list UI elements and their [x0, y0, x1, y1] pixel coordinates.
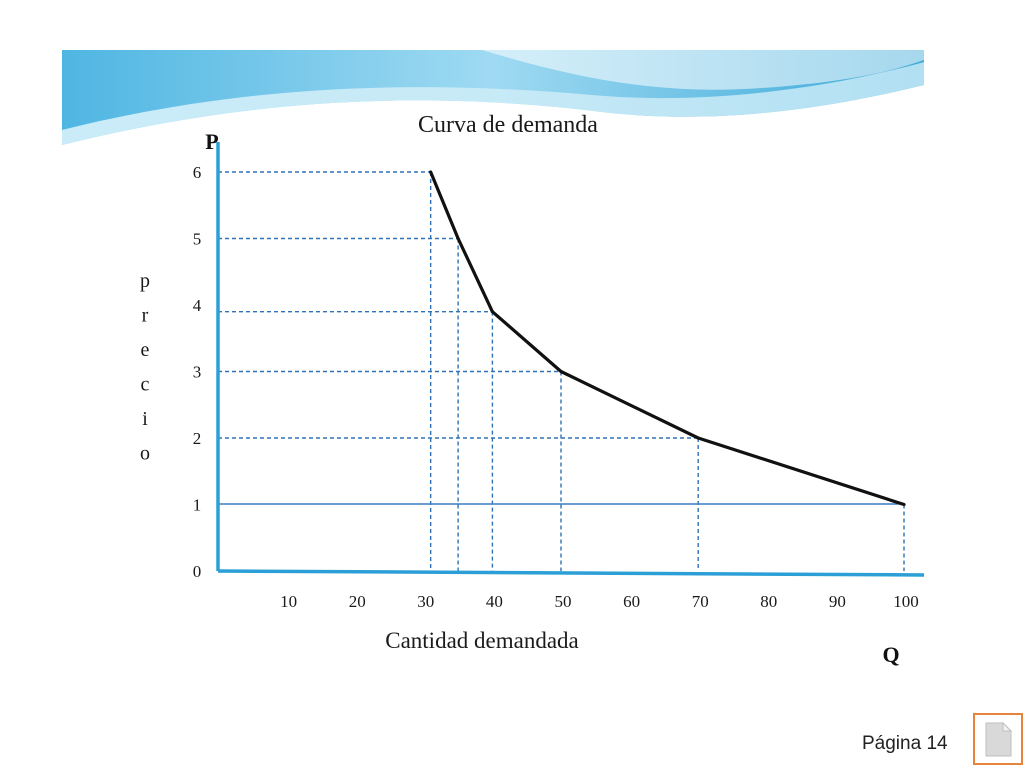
y-axis-label-letter: o	[140, 443, 150, 465]
y-tick-label: 5	[193, 230, 202, 249]
x-tick-label: 40	[486, 592, 503, 611]
document-icon[interactable]	[973, 713, 1023, 765]
y-axis-label-letter: e	[141, 339, 150, 361]
x-tick-label: 70	[692, 592, 709, 611]
x-tick-label: 50	[555, 592, 572, 611]
dashed-guides	[218, 171, 905, 571]
y-axis-label-letter: p	[140, 270, 150, 292]
curve-segment	[429, 170, 460, 241]
x-tick-label: 80	[760, 592, 777, 611]
demand-chart: Curva de demanda P Q 0 1 2 3 4 5 6 10 20 30 40 50 6…	[140, 112, 924, 667]
y-tick-label: 6	[193, 163, 202, 182]
y-axis-label-letter: r	[142, 305, 149, 327]
y-axis-label-letter: c	[141, 374, 150, 396]
x-tick-label: 100	[893, 592, 919, 611]
x-tick-label: 90	[829, 592, 846, 611]
y-tick-label: 1	[193, 496, 202, 515]
x-tick-label: 20	[349, 592, 366, 611]
x-tick-labels: 10 20 30 40 50 60 70 80 90 100	[280, 592, 919, 611]
x-axis-label: Cantidad demandada	[385, 628, 579, 653]
demand-curve	[429, 170, 906, 507]
curve-segment	[696, 436, 906, 507]
y-tick-label: 0	[193, 562, 202, 581]
y-axis-letter: P	[205, 129, 218, 154]
y-tick-labels: 0 1 2 3 4 5 6	[193, 163, 202, 581]
x-tick-label: 30	[417, 592, 434, 611]
y-tick-label: 4	[193, 296, 202, 315]
chart-title: Curva de demanda	[418, 112, 598, 138]
x-tick-label: 10	[280, 592, 297, 611]
curve-segment	[456, 236, 494, 314]
x-axis-letter: Q	[882, 642, 899, 667]
slide-header-banner	[62, 50, 924, 145]
slide: Curva de demanda P Q 0 1 2 3 4 5 6 10 20 30 40 50 6…	[62, 50, 924, 682]
y-tick-label: 2	[193, 429, 202, 448]
x-tick-label: 60	[623, 592, 640, 611]
y-tick-label: 3	[193, 363, 202, 382]
page-number-label: Página 14	[862, 733, 948, 754]
curve-segment	[490, 310, 563, 374]
y-axis-label-letter: i	[142, 408, 148, 430]
curve-segment	[559, 369, 700, 440]
x-axis	[217, 569, 924, 577]
